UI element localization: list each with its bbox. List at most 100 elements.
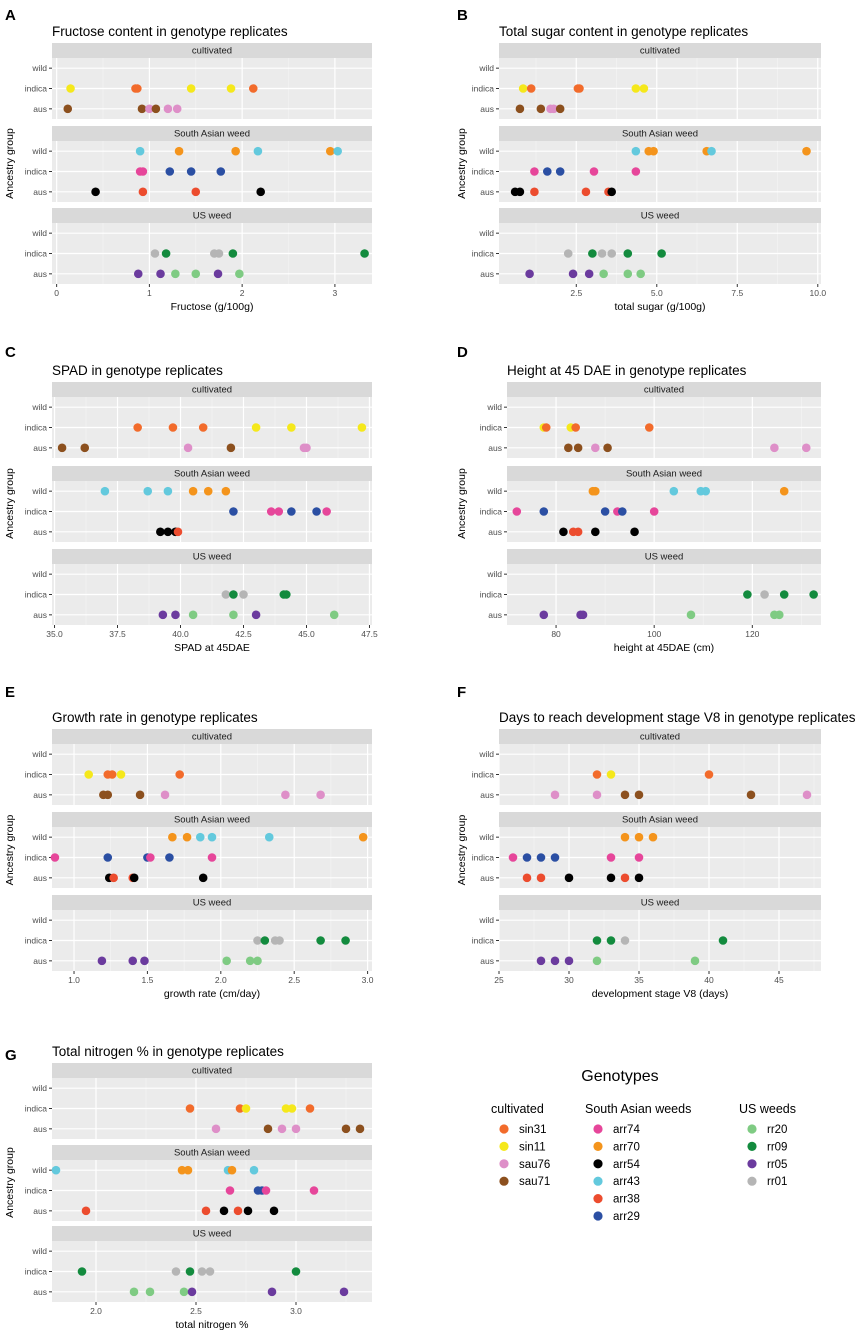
data-point-rr09 — [161, 249, 171, 258]
data-point-sin31 — [133, 84, 142, 93]
y-tick-label: aus — [33, 790, 47, 800]
data-point-sau76 — [316, 790, 325, 800]
data-point-rr05 — [539, 610, 549, 620]
data-point-sin31 — [198, 423, 208, 432]
data-point-arr74 — [606, 853, 616, 862]
panel-f: F Days to reach development stage V8 in g… — [456, 684, 856, 1000]
data-point-arr29 — [550, 853, 560, 862]
data-point-sin11 — [287, 1104, 297, 1113]
facet-strip-label: South Asian weed — [174, 129, 250, 140]
data-point-arr70 — [591, 486, 600, 496]
data-point-rr01 — [197, 1267, 207, 1276]
data-point-rr20 — [329, 610, 339, 620]
facet-strip-label: cultivated — [192, 385, 232, 396]
legend-swatch-sau76 — [499, 1159, 509, 1169]
data-point-sau76 — [549, 104, 559, 114]
facet-strip — [52, 895, 372, 910]
data-point-arr70 — [231, 146, 240, 156]
data-point-arr38 — [81, 1206, 91, 1216]
data-point-arr74 — [225, 1186, 235, 1195]
facet: cultivated wild indica aus — [25, 43, 372, 119]
data-point-sin11 — [226, 84, 236, 93]
data-point-arr74 — [512, 507, 522, 516]
data-point-arr74 — [508, 853, 518, 862]
facet-strip-label: cultivated — [192, 46, 232, 57]
facet: South Asian weed wild indica aus — [480, 466, 821, 542]
data-point-rr20 — [592, 956, 602, 966]
data-point-arr74 — [207, 853, 217, 862]
y-tick-label: wild — [478, 915, 494, 925]
data-point-sau71 — [355, 1124, 365, 1134]
data-point-sin11 — [357, 423, 367, 432]
data-point-rr05 — [158, 610, 168, 620]
y-tick-label: aus — [33, 956, 47, 966]
data-point-arr54 — [634, 873, 644, 883]
data-point-arr43 — [701, 486, 711, 496]
data-point-rr05 — [339, 1287, 349, 1297]
data-point-sau76 — [291, 1124, 301, 1134]
y-tick-label: wild — [31, 1246, 47, 1256]
data-point-sin31 — [571, 423, 580, 432]
data-point-arr70 — [183, 1165, 193, 1175]
y-tick-label: aus — [488, 527, 502, 537]
facet-strip — [499, 729, 821, 744]
x-tick-label: 2.0 — [215, 975, 227, 985]
data-point-arr43 — [707, 146, 716, 156]
data-point-sin31 — [168, 423, 178, 432]
legend-group-title: South Asian weeds — [585, 1102, 691, 1116]
data-point-sau76 — [163, 104, 173, 114]
y-tick-label: indica — [25, 1104, 47, 1114]
y-tick-label: aus — [33, 269, 47, 279]
facet: US weed wild indica aus — [25, 549, 372, 625]
data-point-arr70 — [648, 832, 658, 842]
data-point-sau76 — [277, 1124, 287, 1134]
data-point-rr20 — [171, 269, 180, 279]
data-point-rr01 — [597, 249, 607, 258]
panel-title: Total sugar content in genotype replicat… — [499, 24, 748, 39]
data-point-rr05 — [550, 956, 560, 966]
legend-label: sin31 — [519, 1124, 547, 1136]
data-point-arr43 — [333, 146, 342, 156]
legend-title: Genotypes — [581, 1068, 658, 1085]
data-point-rr09 — [229, 590, 238, 599]
data-point-sau71 — [536, 104, 546, 114]
data-point-arr43 — [253, 146, 263, 156]
facet-strip — [499, 43, 821, 58]
data-point-arr29 — [536, 853, 546, 862]
legend-group: South Asian weeds arr74 arr70 arr54 arr43 arr… — [585, 1102, 691, 1223]
x-tick-label: 30 — [564, 975, 574, 985]
legend-swatch-rr20 — [747, 1124, 757, 1134]
data-point-sau76 — [801, 443, 811, 453]
y-tick-label: aus — [33, 443, 47, 453]
y-tick-label: wild — [478, 749, 494, 759]
y-axis-title: Ancestry group — [456, 468, 468, 539]
data-point-rr05 — [187, 1287, 197, 1297]
data-point-rr05 — [568, 269, 578, 279]
data-point-rr09 — [316, 936, 325, 945]
data-point-sin11 — [281, 1104, 291, 1113]
data-point-arr29 — [522, 853, 532, 862]
y-tick-label: aus — [480, 269, 494, 279]
legend-label: rr01 — [767, 1176, 787, 1188]
panel-label: E — [5, 684, 15, 701]
facet: cultivated wild indica aus — [472, 729, 821, 805]
legend-swatch-arr70 — [593, 1141, 603, 1151]
data-point-arr70 — [188, 486, 198, 496]
data-point-arr43 — [51, 1165, 61, 1175]
facet: South Asian weed wild indica aus — [472, 812, 821, 888]
facet: South Asian weed wild indica aus — [25, 1145, 372, 1221]
x-tick-label: 45 — [774, 975, 784, 985]
data-point-rr05 — [578, 610, 588, 620]
y-tick-label: wild — [31, 63, 47, 73]
data-point-arr29 — [600, 507, 610, 516]
facet: US weed wild indica aus — [25, 1226, 372, 1302]
legend-group-title: cultivated — [491, 1102, 544, 1116]
data-point-rr05 — [133, 269, 143, 279]
data-point-arr70 — [227, 1165, 237, 1175]
data-point-rr20 — [188, 610, 198, 620]
data-point-arr43 — [143, 486, 153, 496]
x-tick-label: 10.0 — [810, 288, 827, 298]
facet-strip — [52, 1145, 372, 1160]
data-point-rr09 — [657, 249, 666, 258]
data-point-rr05 — [564, 956, 574, 966]
